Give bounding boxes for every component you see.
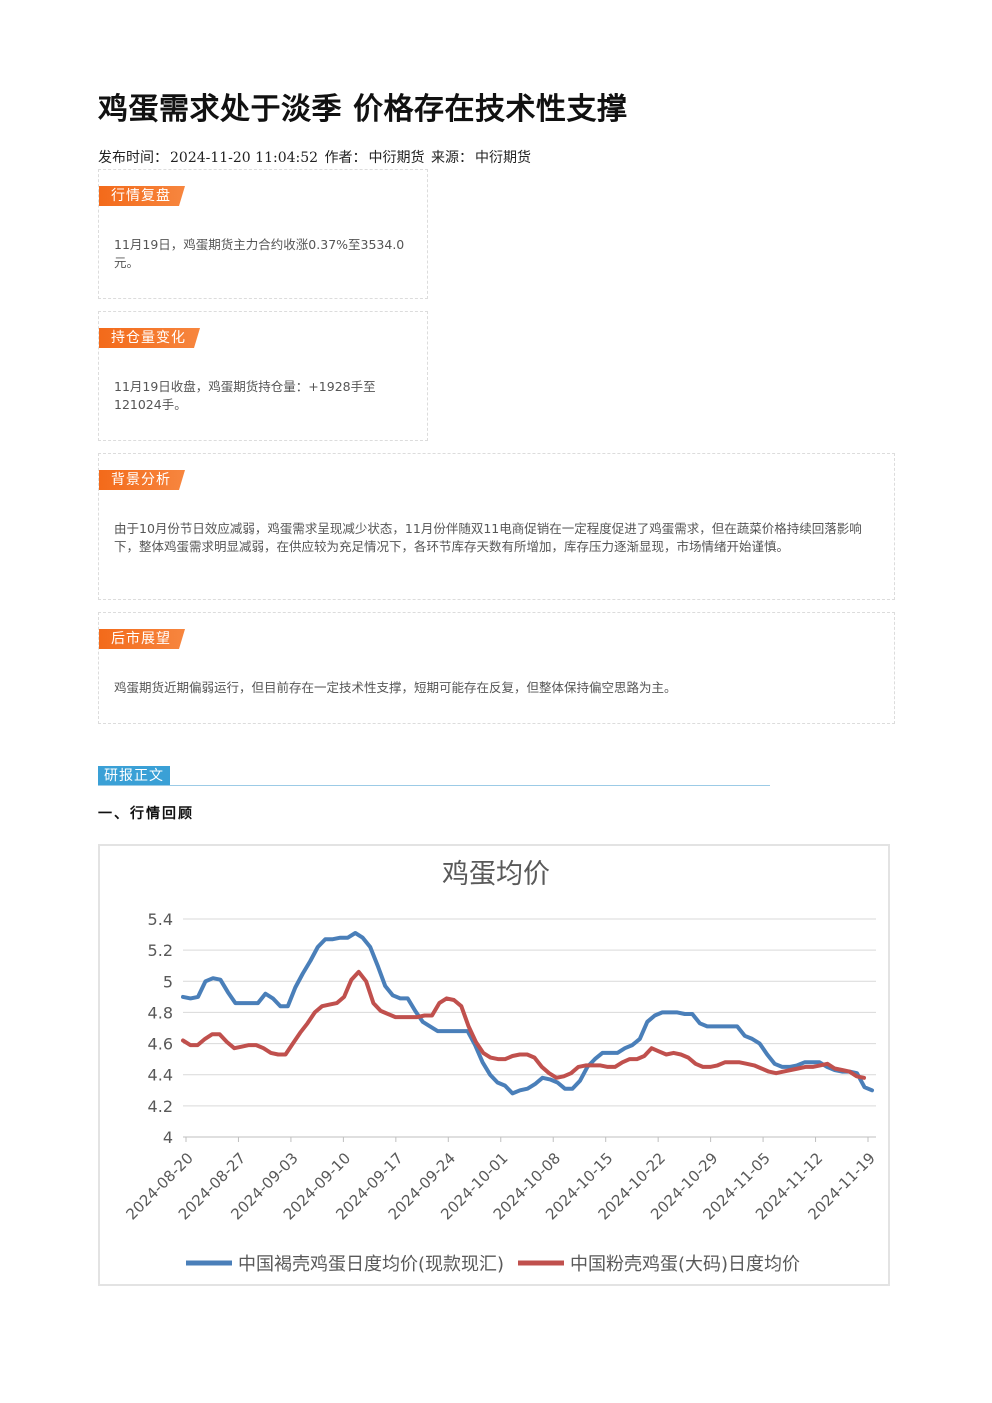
egg-price-chart: 鸡蛋均价 5.4 5.2 5 4.8 4.6 4.4 4.2 4 2024-08-20 2024… <box>98 844 890 1286</box>
series-line-1 <box>181 931 874 1096</box>
author-label: 作者： <box>324 150 367 166</box>
card-tag-background-analysis: 背景分析 <box>99 470 185 490</box>
card-outlook: 后市展望 鸡蛋期货近期偏弱运行，但目前存在一定技术性支撑，短期可能存在反复，但整… <box>98 612 895 724</box>
card-tag-open-interest: 持仓量变化 <box>99 328 200 348</box>
card-open-interest: 持仓量变化 11月19日收盘，鸡蛋期货持仓量：+1928手至121024手。 <box>98 311 428 441</box>
y-tick-label: 4.2 <box>148 1097 173 1116</box>
card-text-open-interest: 11月19日收盘，鸡蛋期货持仓量：+1928手至121024手。 <box>114 379 376 412</box>
y-tick-label: 5.2 <box>148 941 173 960</box>
card-background-analysis: 背景分析 由于10月份节日效应减弱，鸡蛋需求呈现减少状态，11月份伴随双11电商… <box>98 453 895 600</box>
y-tick-label: 4.4 <box>148 1066 173 1085</box>
section-heading: 一、行情回顾 <box>98 806 194 822</box>
legend-label-1: 中国褐壳鸡蛋日度均价(现款现汇) <box>238 1254 504 1275</box>
article-title: 鸡蛋需求处于淡季 价格存在技术性支撑 <box>98 92 628 127</box>
article-meta: 发布时间： 2024-11-20 11:04:52 作者： 中衍期货 来源： 中衍期货 <box>98 147 533 167</box>
section-tab-report-body: 研报正文 <box>98 766 170 786</box>
chart-canvas: 鸡蛋均价 5.45.254.84.64.44.24 2024-08-202024… <box>122 859 878 1275</box>
publish-time-label: 发布时间： <box>98 150 168 166</box>
publish-time: 2024-11-20 11:04:52 <box>170 150 319 166</box>
card-text-background-analysis: 由于10月份节日效应减弱，鸡蛋需求呈现减少状态，11月份伴随双11电商促销在一定… <box>114 521 862 554</box>
y-tick-label: 4.8 <box>148 1003 173 1022</box>
card-text-outlook: 鸡蛋期货近期偏弱运行，但目前存在一定技术性支撑，短期可能存在反复，但整体保持偏空… <box>114 680 677 695</box>
card-tag-market-review: 行情复盘 <box>99 186 185 206</box>
card-text-market-review: 11月19日，鸡蛋期货主力合约收涨0.37%至3534.0元。 <box>114 237 405 270</box>
author: 中衍期货 <box>368 150 425 166</box>
chart-title: 鸡蛋均价 <box>442 859 550 890</box>
card-market-review: 行情复盘 11月19日，鸡蛋期货主力合约收涨0.37%至3534.0元。 <box>98 169 428 299</box>
series-line-2 <box>181 969 866 1080</box>
legend-label-2: 中国粉壳鸡蛋(大码)日度均价 <box>570 1254 800 1275</box>
y-tick-label: 5.4 <box>148 910 173 929</box>
source: 中衍期货 <box>474 150 531 166</box>
section-divider <box>98 785 770 786</box>
y-tick-label: 5 <box>163 972 173 991</box>
source-label: 来源： <box>430 150 473 166</box>
y-tick-label: 4.6 <box>148 1035 173 1054</box>
y-tick-label: 4 <box>163 1128 173 1147</box>
card-tag-outlook: 后市展望 <box>99 629 185 649</box>
